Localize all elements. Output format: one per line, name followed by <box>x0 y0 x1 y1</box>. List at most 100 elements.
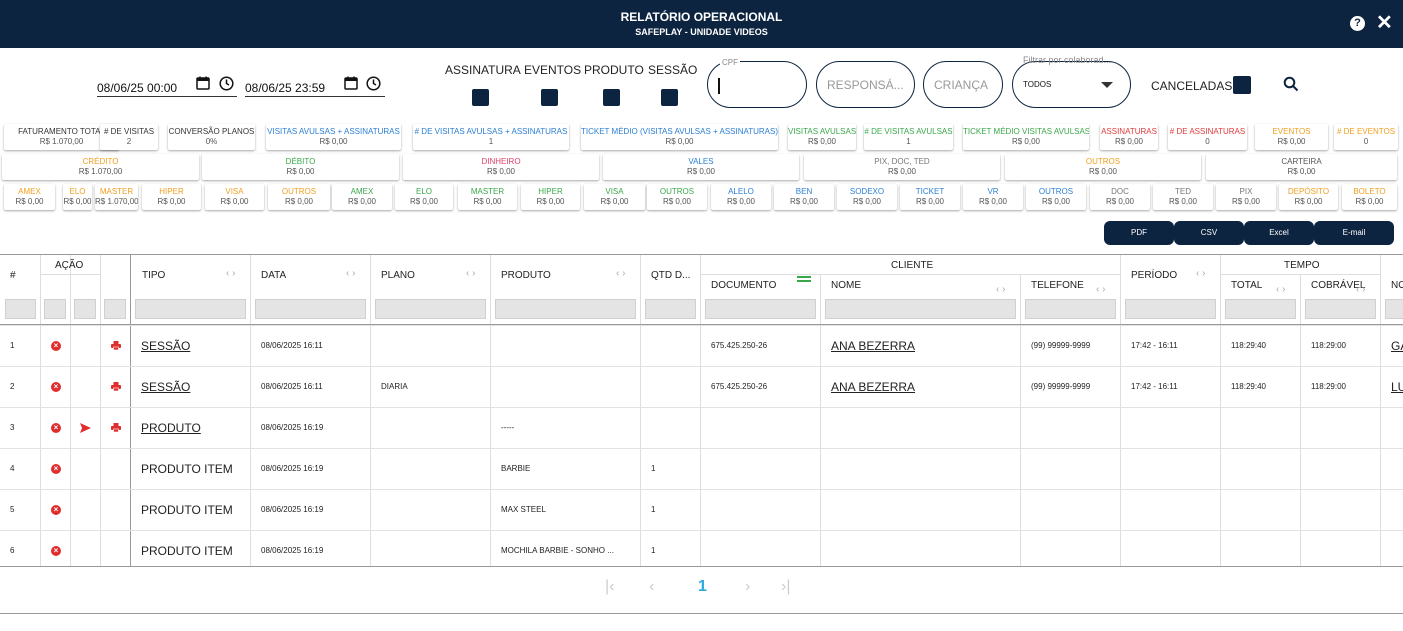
cell-tipo[interactable]: PRODUTO <box>141 421 201 435</box>
cell-nome[interactable]: ANA BEZERRA <box>831 380 916 394</box>
current-page[interactable]: 1 <box>698 578 707 595</box>
col-header-documento[interactable]: DOCUMENTO <box>711 280 777 291</box>
summary-card-label: MASTER <box>99 187 134 196</box>
clock-icon[interactable] <box>219 76 234 91</box>
cancel-icon[interactable]: × <box>51 505 61 515</box>
filter-input[interactable] <box>1225 299 1296 319</box>
help-icon[interactable]: ? <box>1350 16 1365 31</box>
print-icon[interactable] <box>111 423 121 432</box>
responsavel-input[interactable]: RESPONSÁ... <box>816 61 915 108</box>
cell-tipo[interactable]: SESSÃO <box>141 380 191 394</box>
summary-card: OUTROS R$ 0,00 <box>1005 154 1201 180</box>
cell-num: 3 <box>10 423 15 432</box>
summary-card-label: ASSINATURAS <box>1101 127 1157 136</box>
sort-icon[interactable]: ‹ › <box>1276 284 1286 295</box>
filter-input[interactable] <box>375 299 486 319</box>
filter-input[interactable] <box>495 299 636 319</box>
sort-icon[interactable]: ‹ › <box>616 268 626 279</box>
last-page-icon[interactable]: ›| <box>781 578 791 595</box>
date-end-field[interactable]: 08/06/25 23:59 <box>245 76 385 97</box>
col-header-telefone[interactable]: TELEFONE <box>1031 280 1084 291</box>
summary-card: VISA R$ 0,00 <box>205 184 264 210</box>
filter-input[interactable] <box>645 299 696 319</box>
filter-input[interactable] <box>705 299 816 319</box>
calendar-icon[interactable] <box>196 76 210 90</box>
eventos-checkbox[interactable] <box>541 89 558 106</box>
sort-icon[interactable]: ‹ › <box>1356 284 1366 295</box>
col-header-data[interactable]: DATA <box>261 270 287 281</box>
col-header-tipo[interactable]: TIPO <box>142 270 166 281</box>
canceladas-checkbox[interactable] <box>1233 76 1251 94</box>
export-csv-button[interactable]: CSV <box>1174 221 1244 245</box>
sort-icon[interactable]: ‹ › <box>1196 268 1206 279</box>
dropdown-arrow-icon[interactable] <box>1101 82 1113 88</box>
filter-input[interactable] <box>255 299 366 319</box>
filter-input[interactable] <box>5 299 36 319</box>
export-excel-button[interactable]: Excel <box>1244 221 1314 245</box>
table-row[interactable]: × 6 PRODUTO ITEM 08/06/2025 16:19 MOCHILA BA… <box>0 530 1403 566</box>
cancel-icon[interactable]: × <box>51 464 61 474</box>
cell-num: 5 <box>10 505 15 514</box>
col-header-no[interactable]: NO <box>1391 280 1403 291</box>
sort-icon[interactable]: ‹ › <box>346 268 356 279</box>
table-row[interactable]: × 3 PRODUTO 08/06/2025 16:19 ----- <box>0 407 1403 448</box>
summary-card-label: VISITAS AVULSAS + ASSINATURAS <box>267 127 400 136</box>
send-icon[interactable] <box>80 423 91 433</box>
cancel-icon[interactable]: × <box>51 546 61 556</box>
filter-input[interactable] <box>1385 299 1403 319</box>
cell-nome[interactable]: ANA BEZERRA <box>831 339 916 353</box>
cpf-input[interactable]: CPF <box>707 58 807 108</box>
filter-input[interactable] <box>74 299 96 319</box>
calendar-icon[interactable] <box>344 76 358 90</box>
col-header-plano[interactable]: PLANO <box>381 270 415 281</box>
filter-input[interactable] <box>135 299 246 319</box>
filter-input[interactable] <box>825 299 1016 319</box>
col-header-total[interactable]: TOTAL <box>1231 280 1263 291</box>
table-row[interactable]: × 5 PRODUTO ITEM 08/06/2025 16:19 MAX STEEL 1 <box>0 489 1403 530</box>
next-page-icon[interactable]: › <box>745 578 751 595</box>
col-header-qtd[interactable]: QTD D... <box>651 270 691 281</box>
cell-tipo[interactable]: SESSÃO <box>141 339 191 353</box>
summary-card-value: R$ 0,00 <box>536 197 565 206</box>
sessao-checkbox[interactable] <box>661 89 678 106</box>
col-header-periodo[interactable]: PERÍODO <box>1131 270 1178 281</box>
print-icon[interactable] <box>111 341 121 350</box>
close-icon[interactable]: ✕ <box>1376 12 1393 34</box>
date-start-field[interactable]: 08/06/25 00:00 <box>97 76 237 97</box>
filter-input[interactable] <box>1125 299 1216 319</box>
filter-input[interactable] <box>1025 299 1116 319</box>
cancel-icon[interactable]: × <box>51 423 61 433</box>
cell-no[interactable]: GA <box>1391 339 1403 353</box>
col-header-nome[interactable]: NOME <box>831 280 861 291</box>
col-header-cobravel[interactable]: COBRÁVEL <box>1311 280 1366 291</box>
cancel-icon[interactable]: × <box>51 382 61 392</box>
export-pdf-button[interactable]: PDF <box>1104 221 1174 245</box>
col-header-produto[interactable]: PRODUTO <box>501 270 551 281</box>
export-email-button[interactable]: E-mail <box>1314 221 1394 245</box>
cancel-icon[interactable]: × <box>51 341 61 351</box>
produto-checkbox[interactable] <box>603 89 620 106</box>
prev-page-icon[interactable]: ‹ <box>649 578 655 595</box>
sort-icon[interactable]: ‹ › <box>466 268 476 279</box>
filter-input[interactable] <box>1305 299 1376 319</box>
filter-active-icon[interactable] <box>797 276 811 278</box>
colaborador-select[interactable] <box>1012 61 1131 108</box>
assinatura-checkbox[interactable] <box>472 89 489 106</box>
sort-icon[interactable]: ‹ › <box>996 284 1006 295</box>
crianca-input[interactable]: CRIANÇA <box>923 61 1003 108</box>
first-page-icon[interactable]: |‹ <box>605 578 615 595</box>
sort-icon[interactable]: ‹ › <box>1096 284 1106 295</box>
sort-icon[interactable]: ‹ › <box>226 268 236 279</box>
print-icon[interactable] <box>111 382 121 391</box>
table-row[interactable]: × 2 SESSÃO 08/06/2025 16:11 DIARIA 675.425.25… <box>0 366 1403 407</box>
cell-no[interactable]: LU <box>1391 380 1403 394</box>
col-group-tempo: TEMPO <box>1284 260 1320 271</box>
clock-icon[interactable] <box>366 76 381 91</box>
table-row[interactable]: × 1 SESSÃO 08/06/2025 16:11 675.425.250-26 AN… <box>0 325 1403 366</box>
filter-input[interactable] <box>104 299 126 319</box>
summary-card: VISITAS AVULSAS + ASSINATURAS R$ 0,00 <box>266 124 401 150</box>
search-icon[interactable] <box>1283 76 1299 92</box>
table-row[interactable]: × 4 PRODUTO ITEM 08/06/2025 16:19 BARBIE 1 <box>0 448 1403 489</box>
filter-input[interactable] <box>44 299 66 319</box>
summary-card: CRÉDITO R$ 1.070,00 <box>2 154 199 180</box>
